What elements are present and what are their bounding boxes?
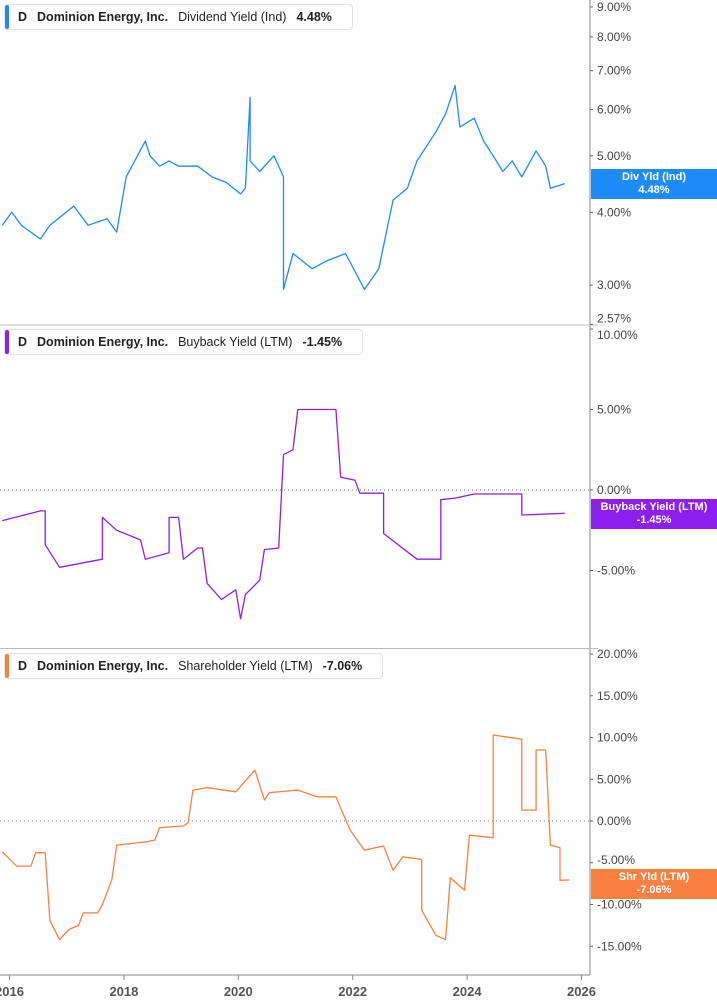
series-line-dividend-yield-ind	[1, 84, 565, 291]
y-tick-label: 3.00%	[597, 278, 631, 292]
y-tick-label: 10.00%	[597, 731, 638, 745]
legend-ticker: D	[18, 335, 28, 349]
y-tick-label: 5.00%	[597, 149, 631, 163]
flag-label: Div Yld (Ind)	[622, 171, 686, 183]
legend-company: Dominion Energy, Inc.	[37, 659, 169, 673]
y-tick-label: -5.00%	[597, 564, 635, 578]
legend-company: Dominion Energy, Inc.	[37, 10, 169, 24]
y-tick-label: -10.00%	[597, 898, 642, 912]
series-line-buyback-yield-ltm	[2, 408, 565, 620]
y-tick-label: -15.00%	[597, 939, 642, 953]
legend-ticker: D	[18, 10, 28, 24]
flag-value: 4.48%	[638, 184, 670, 196]
y-tick-label: 5.00%	[597, 772, 631, 786]
current-value-flag-shareholder: Shr Yld (LTM) -7.06%	[591, 869, 717, 899]
legend-value: -7.06%	[322, 659, 363, 673]
series-line-shareholder-yield-ltm	[1, 734, 570, 941]
flag-value: -1.45%	[636, 514, 672, 526]
y-tick-label: 5.00%	[597, 403, 631, 417]
x-tick-label: 2024	[453, 984, 483, 999]
y-tick-label: -5.00%	[597, 853, 635, 867]
y-tick-label: 9.00%	[597, 0, 631, 14]
legend-metric: Shareholder Yield (LTM)	[178, 659, 313, 673]
y-tick-label: 8.00%	[597, 30, 631, 44]
y-tick-label: 4.00%	[597, 205, 631, 219]
x-tick-label: 2016	[0, 984, 24, 999]
y-tick-label: 2.57%	[597, 311, 631, 325]
legend-value: 4.48%	[296, 10, 332, 24]
current-value-flag-dividend: Div Yld (Ind) 4.48%	[591, 169, 717, 199]
y-tick-label: 20.00%	[597, 647, 638, 661]
legend-value: -1.45%	[302, 335, 343, 349]
flag-label: Shr Yld (LTM)	[618, 871, 690, 883]
legend-buyback-yield: D Dominion Energy, Inc. Buyback Yield (L…	[4, 329, 364, 355]
y-tick-label: 7.00%	[597, 64, 631, 78]
legend-ticker: D	[18, 659, 28, 673]
legend-shareholder-yield: D Dominion Energy, Inc. Shareholder Yiel…	[4, 653, 384, 679]
x-tick-label: 2022	[338, 984, 367, 999]
y-tick-label: 10.00%	[597, 328, 638, 342]
y-tick-label: 15.00%	[597, 689, 638, 703]
y-tick-label: 6.00%	[597, 103, 631, 117]
legend-metric: Buyback Yield (LTM)	[178, 335, 293, 349]
series-color-marker	[5, 330, 9, 354]
legend-company: Dominion Energy, Inc.	[37, 335, 169, 349]
x-tick-label: 2026	[567, 984, 596, 999]
legend-metric: Dividend Yield (Ind)	[178, 10, 287, 24]
series-color-marker	[5, 5, 9, 29]
y-tick-label: 0.00%	[597, 814, 631, 828]
x-tick-label: 2018	[109, 984, 138, 999]
series-color-marker	[5, 654, 9, 678]
legend-dividend-yield: D Dominion Energy, Inc. Dividend Yield (…	[4, 4, 353, 30]
x-tick-label: 2020	[224, 984, 253, 999]
y-tick-label: 0.00%	[597, 483, 631, 497]
current-value-flag-buyback: Buyback Yield (LTM) -1.45%	[591, 499, 717, 529]
flag-value: -7.06%	[636, 884, 672, 896]
flag-label: Buyback Yield (LTM)	[600, 501, 708, 513]
